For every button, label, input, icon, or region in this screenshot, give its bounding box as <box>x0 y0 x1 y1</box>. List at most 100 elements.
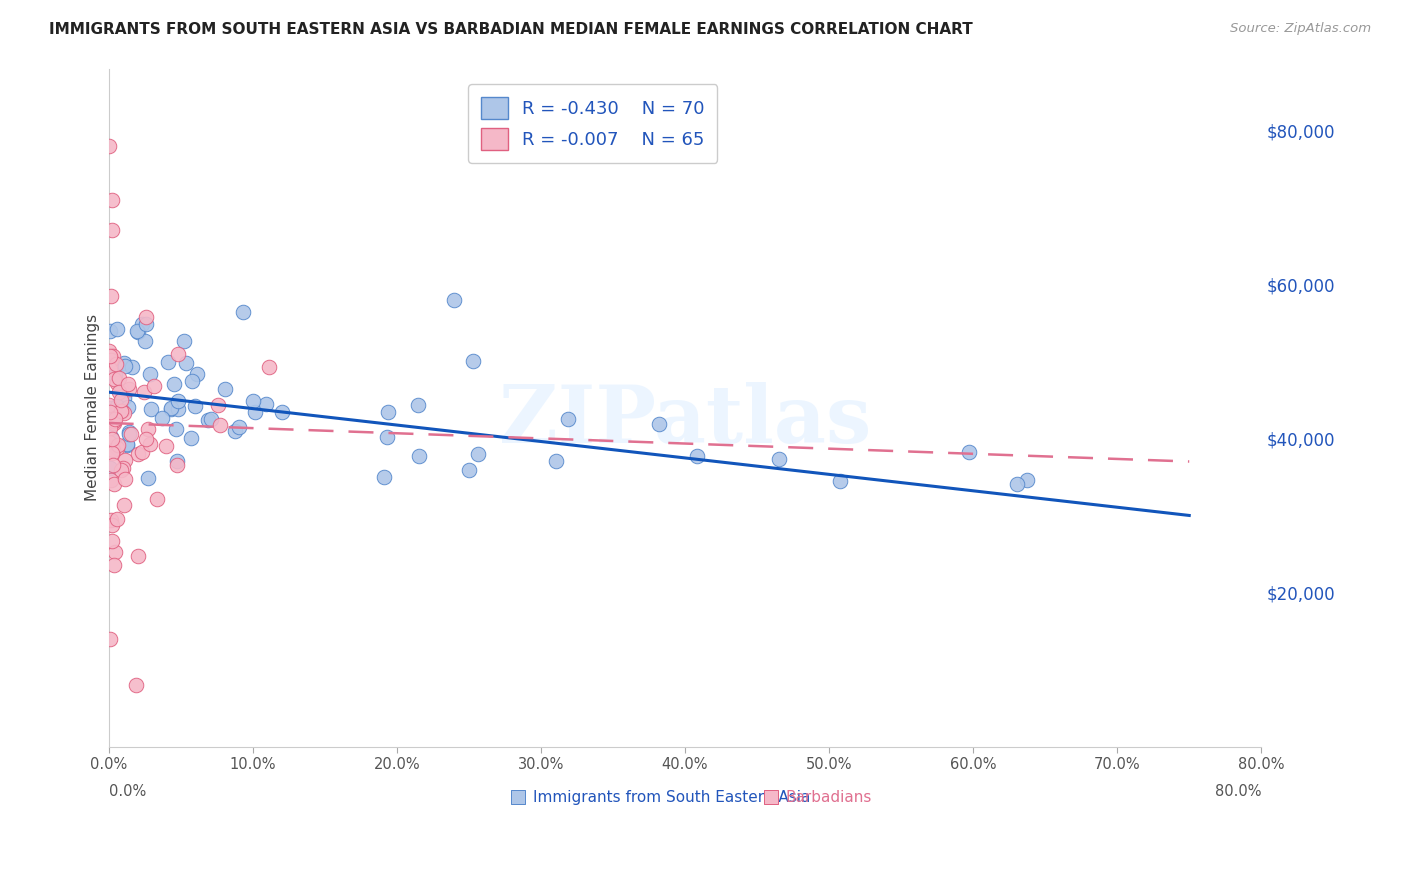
Point <box>139 436 162 450</box>
Point <box>375 430 398 444</box>
Point <box>127 324 149 338</box>
Point <box>110 462 132 476</box>
Point <box>103 416 125 430</box>
Point <box>121 360 143 375</box>
Point <box>104 368 127 383</box>
Point <box>100 533 122 548</box>
Point <box>224 424 246 438</box>
Point <box>127 549 149 563</box>
Point <box>167 401 190 416</box>
Point <box>110 382 132 396</box>
Point <box>98 138 121 153</box>
Text: Source: ZipAtlas.com: Source: ZipAtlas.com <box>1230 22 1371 36</box>
Point <box>443 293 465 307</box>
Point <box>98 434 121 449</box>
Point <box>408 449 430 463</box>
Point <box>98 343 121 358</box>
Point <box>1017 473 1039 487</box>
Text: 0.0%: 0.0% <box>108 784 146 799</box>
Point <box>100 513 122 527</box>
Point <box>136 470 159 484</box>
Point <box>228 420 250 434</box>
Point <box>176 356 198 370</box>
Point <box>214 382 236 396</box>
Point <box>104 412 127 426</box>
Point <box>101 410 124 425</box>
Point <box>408 398 430 412</box>
Point <box>135 432 157 446</box>
Point <box>117 376 139 391</box>
Point <box>115 437 138 451</box>
Point <box>135 317 157 331</box>
Point <box>100 433 122 447</box>
Point <box>685 449 707 463</box>
Point <box>101 443 124 458</box>
Point <box>111 461 134 475</box>
Point <box>112 406 135 420</box>
Point <box>98 405 121 419</box>
Point <box>110 392 132 407</box>
Point <box>100 421 122 435</box>
Point <box>118 382 141 396</box>
Point <box>98 632 121 646</box>
Point <box>208 417 231 432</box>
Point <box>207 398 229 412</box>
Point <box>180 375 202 389</box>
Point <box>139 402 162 417</box>
Point <box>184 399 207 413</box>
Point <box>134 384 156 399</box>
Point <box>118 426 141 441</box>
Point <box>127 325 149 339</box>
Point <box>107 438 129 452</box>
Point <box>134 334 156 349</box>
Point <box>114 452 136 467</box>
Point <box>160 401 183 416</box>
Point <box>115 438 138 452</box>
Point <box>925 739 948 754</box>
Y-axis label: Median Female Earnings: Median Female Earnings <box>86 314 100 501</box>
Point <box>105 399 128 413</box>
Point <box>100 446 122 460</box>
Point <box>163 377 186 392</box>
Point <box>259 360 281 375</box>
Legend: R = -0.430    N = 70, R = -0.007    N = 65: R = -0.430 N = 70, R = -0.007 N = 65 <box>468 85 717 162</box>
Point <box>180 432 202 446</box>
Point <box>101 223 124 237</box>
Point <box>173 334 195 348</box>
Text: IMMIGRANTS FROM SOUTH EASTERN ASIA VS BARBADIAN MEDIAN FEMALE EARNINGS CORRELATI: IMMIGRANTS FROM SOUTH EASTERN ASIA VS BA… <box>49 22 973 37</box>
Point <box>117 400 139 414</box>
Point <box>768 452 790 467</box>
Point <box>242 394 264 409</box>
Point <box>254 397 277 411</box>
Point <box>104 545 127 559</box>
Point <box>131 317 153 331</box>
Point <box>104 357 127 371</box>
Point <box>186 367 208 381</box>
Text: ZIPatlas: ZIPatlas <box>499 382 872 460</box>
Point <box>108 384 131 399</box>
Point <box>127 447 149 461</box>
Point <box>112 356 135 370</box>
Point <box>100 352 122 367</box>
Point <box>1007 476 1029 491</box>
Point <box>120 427 142 442</box>
Point <box>167 347 190 361</box>
Point <box>200 411 222 425</box>
Point <box>166 393 188 408</box>
Point <box>98 349 121 363</box>
Point <box>98 362 121 376</box>
Point <box>100 473 122 487</box>
Point <box>957 445 980 459</box>
Point <box>609 739 631 754</box>
Point <box>101 518 124 533</box>
Point <box>160 401 183 415</box>
Point <box>100 325 122 339</box>
Point <box>271 404 294 418</box>
Point <box>101 458 124 472</box>
Point <box>373 470 395 484</box>
Point <box>110 404 132 418</box>
Point <box>166 454 188 468</box>
Point <box>463 354 485 368</box>
Point <box>112 498 135 512</box>
Point <box>197 413 219 427</box>
